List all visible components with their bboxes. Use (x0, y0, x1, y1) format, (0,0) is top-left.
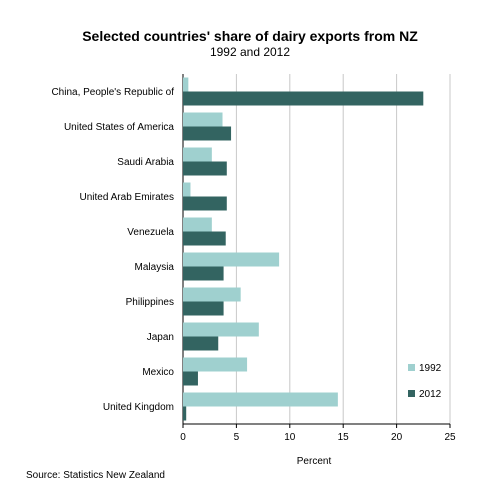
bar-2012 (183, 301, 224, 316)
category-label: China, People's Republic of (51, 87, 174, 98)
legend: 1992 2012 (408, 363, 442, 400)
legend-label-1992: 1992 (419, 363, 442, 374)
bar-1992 (183, 252, 280, 267)
x-tick-label: 5 (234, 432, 240, 443)
bar-2012 (183, 126, 232, 141)
category-label: United Kingdom (103, 402, 174, 413)
source-note: Source: Statistics New Zealand (26, 470, 165, 481)
bar-1992 (183, 287, 241, 302)
bar-1992 (183, 392, 338, 407)
chart-title: Selected countries' share of dairy expor… (82, 28, 418, 44)
bars (183, 77, 424, 421)
x-tick-labels: 0 5 10 15 20 25 (180, 432, 456, 443)
bar-2012 (183, 371, 198, 386)
bar-2012 (183, 406, 187, 421)
category-label: Mexico (142, 367, 174, 378)
category-label: Venezuela (127, 227, 174, 238)
bar-1992 (183, 112, 223, 127)
bar-2012 (183, 91, 424, 106)
bar-1992 (183, 357, 248, 372)
x-axis-label: Percent (297, 456, 332, 467)
bar-2012 (183, 336, 219, 351)
bar-2012 (183, 266, 224, 281)
category-label: Malaysia (135, 262, 175, 273)
bar-2012 (183, 196, 227, 211)
legend-swatch-1992 (408, 364, 415, 371)
bar-1992 (183, 322, 259, 337)
legend-label-2012: 2012 (419, 389, 442, 400)
chart-subtitle: 1992 and 2012 (210, 45, 290, 59)
legend-swatch-2012 (408, 390, 415, 397)
category-label: United Arab Emirates (80, 192, 175, 203)
x-tick-label: 10 (284, 432, 296, 443)
bar-1992 (183, 217, 212, 232)
bar-1992 (183, 77, 189, 92)
category-label: Saudi Arabia (117, 157, 174, 168)
x-tick-label: 20 (391, 432, 403, 443)
x-tick-label: 15 (338, 432, 350, 443)
bar-2012 (183, 161, 227, 176)
gridlines (182, 74, 451, 428)
bar-1992 (183, 147, 212, 162)
category-label: Japan (147, 332, 174, 343)
category-labels: China, People's Republic of United States… (51, 87, 174, 413)
x-tick-label: 0 (180, 432, 186, 443)
bar-2012 (183, 231, 226, 246)
x-tick-label: 25 (444, 432, 456, 443)
category-label: Philippines (126, 297, 174, 308)
category-label: United States of America (64, 122, 174, 133)
bar-1992 (183, 182, 191, 197)
